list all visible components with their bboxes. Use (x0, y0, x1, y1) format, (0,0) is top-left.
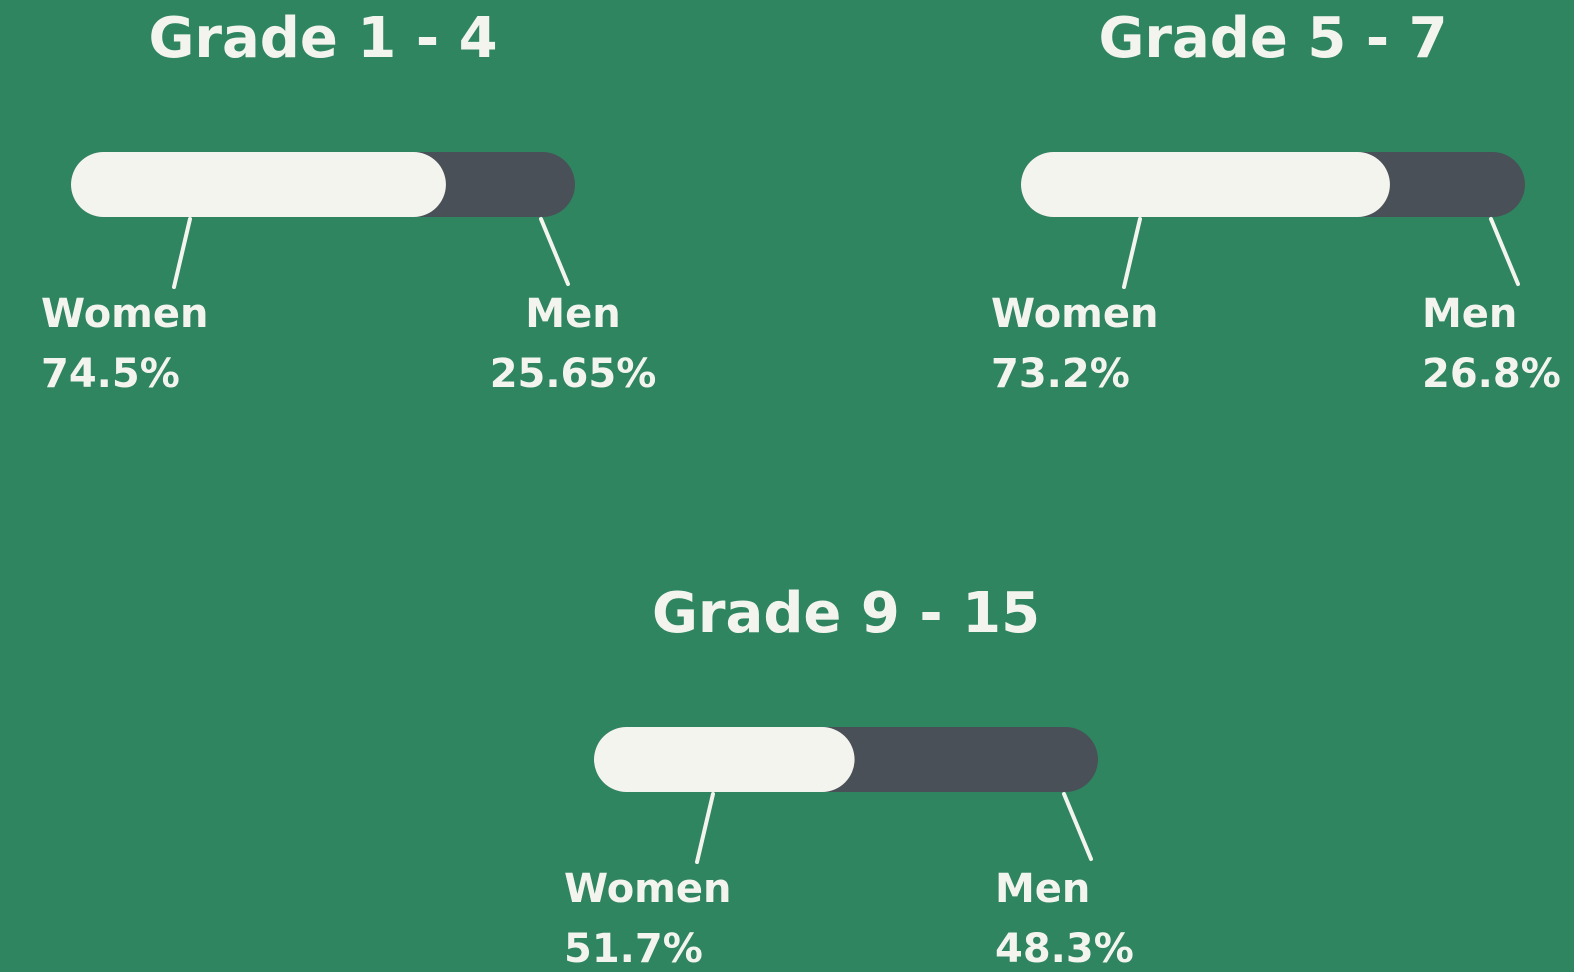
value-label: 51.7% (564, 926, 703, 972)
value-label: 25.65% (490, 351, 657, 397)
legend-label: Men (995, 866, 1090, 912)
leader-line (539, 217, 570, 286)
panel-title: Grade 5 - 7 (1098, 6, 1447, 71)
value-label: 26.8% (1422, 351, 1561, 397)
legend-label: Men (1422, 291, 1517, 337)
legend-label: Men (525, 291, 620, 337)
panel-title: Grade 9 - 15 (652, 581, 1040, 646)
value-label: 74.5% (41, 351, 180, 397)
bar-segment-women (71, 152, 446, 217)
panel-title: Grade 1 - 4 (148, 6, 497, 71)
leader-line (1062, 792, 1093, 861)
bar-segment-women (594, 727, 855, 792)
legend-label: Women (41, 291, 208, 337)
leader-line (172, 217, 192, 289)
legend-label: Women (564, 866, 731, 912)
leader-line (1489, 217, 1520, 286)
value-label: 48.3% (995, 926, 1134, 972)
leader-line (695, 792, 715, 864)
legend-label: Women (991, 291, 1158, 337)
leader-line (1122, 217, 1142, 289)
value-label: 73.2% (991, 351, 1130, 397)
bar-segment-women (1021, 152, 1390, 217)
